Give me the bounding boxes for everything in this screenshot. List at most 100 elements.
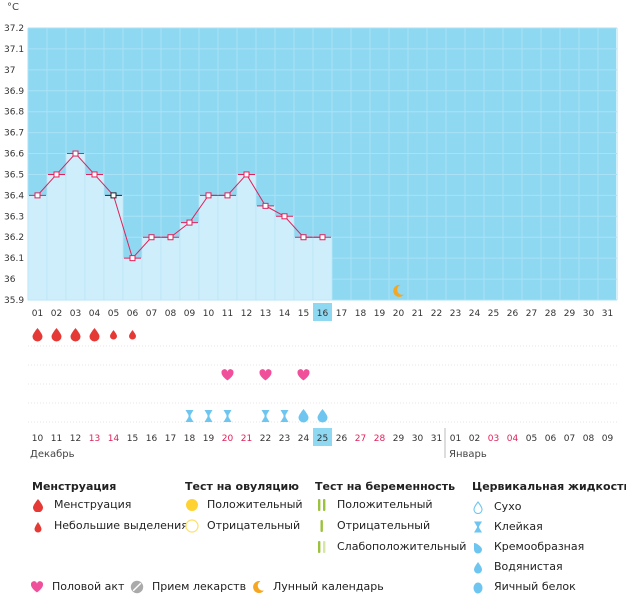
calendar-day-label: 07 xyxy=(564,434,575,444)
calendar-day-label: 30 xyxy=(412,434,424,444)
y-tick-label: 36.3 xyxy=(4,212,24,222)
calendar-day-label: 20 xyxy=(222,434,234,444)
y-tick-label: 36.9 xyxy=(4,87,24,97)
y-tick-label: 36.8 xyxy=(4,108,24,118)
cycle-day-label: 06 xyxy=(127,309,139,319)
heart-icon xyxy=(30,581,44,593)
cycle-day-label: 19 xyxy=(374,309,386,319)
weak-double-bar-icon xyxy=(318,541,326,553)
temperature-point xyxy=(148,234,155,241)
cycle-day-label: 10 xyxy=(203,309,215,319)
temperature-point xyxy=(53,171,60,178)
cycle-day-label: 15 xyxy=(298,309,309,319)
calendar-day-label: 31 xyxy=(431,434,442,444)
cycle-day-label: 31 xyxy=(602,309,613,319)
legend-title-menstruation: Менструация xyxy=(32,480,117,493)
water-drop-icon xyxy=(474,562,482,574)
legend: Менструация Менструация Небольшие выделе… xyxy=(0,470,626,595)
temperature-series-line xyxy=(37,152,323,260)
cycle-day-label: 25 xyxy=(488,309,499,319)
y-tick-label: 36 xyxy=(4,275,16,285)
y-axis-ticks: 37.2 37.1 37 36.9 36.8 36.7 36.6 36.5 36.4 36.3 36… xyxy=(4,24,24,306)
temperature-point xyxy=(91,171,98,178)
cycle-day-label: 04 xyxy=(89,309,101,319)
empty-drop-icon xyxy=(473,501,483,514)
calendar-day-label: 14 xyxy=(108,434,120,444)
y-tick-label: 36.1 xyxy=(4,254,24,264)
calendar-day-labels: 10 11 12 13 14 15 16 17 18 19 20 21 22 23 24 25 26 27 28 29… xyxy=(32,428,614,446)
cycle-day-label: 21 xyxy=(412,309,423,319)
calendar-day-label: 26 xyxy=(336,434,348,444)
heart-icon xyxy=(297,369,310,381)
cycle-day-label: 24 xyxy=(469,309,481,319)
cycle-day-label: 11 xyxy=(222,309,233,319)
temperature-point xyxy=(243,171,250,178)
cycle-day-label: 27 xyxy=(526,309,537,319)
y-tick-label: 36.4 xyxy=(4,191,24,201)
temperature-point xyxy=(110,192,117,199)
temperature-bar xyxy=(141,236,162,301)
calendar-day-label: 03 xyxy=(488,434,499,444)
temperature-point xyxy=(319,234,326,241)
y-tick-label: 35.9 xyxy=(4,296,24,306)
blood-drop-icon xyxy=(89,328,100,342)
cycle-day-label: 17 xyxy=(336,309,347,319)
temperature-point xyxy=(205,192,212,199)
water-drop-icon xyxy=(298,409,309,423)
cycle-day-label: 13 xyxy=(260,309,271,319)
temperature-bar xyxy=(46,174,67,301)
calendar-day-label: 24 xyxy=(298,434,310,444)
calendar-day-label: 15 xyxy=(127,434,138,444)
blood-drop-icon xyxy=(70,328,81,342)
cycle-day-label: 02 xyxy=(51,309,62,319)
cycle-day-label: 29 xyxy=(564,309,576,319)
temperature-bar xyxy=(160,236,181,301)
calendar-day-label: 09 xyxy=(602,434,614,444)
temperature-bar xyxy=(236,174,257,301)
heart-icon xyxy=(221,369,234,381)
calendar-day-label: 12 xyxy=(70,434,81,444)
temperature-bar xyxy=(312,236,333,301)
calendar-day-label: 13 xyxy=(89,434,100,444)
legend-title-pregnancy-test: Тест на беременность xyxy=(315,480,456,493)
cycle-day-label: 05 xyxy=(108,309,119,319)
moon-icon xyxy=(393,284,404,297)
hourglass-icon xyxy=(204,410,213,422)
cycle-day-label: 23 xyxy=(450,309,461,319)
cycle-day-label: 12 xyxy=(241,309,252,319)
cycle-day-label: 03 xyxy=(70,309,81,319)
small-blood-drop-icon xyxy=(129,330,136,340)
cycle-day-label: 18 xyxy=(355,309,367,319)
temperature-line xyxy=(37,152,323,260)
empty-circle-icon xyxy=(185,519,199,533)
cycle-day-label: 28 xyxy=(545,309,557,319)
today-highlight xyxy=(313,428,332,446)
hourglass-icon xyxy=(261,410,270,422)
small-blood-drop-icon xyxy=(34,522,42,533)
hourglass-icon xyxy=(280,410,289,422)
temperature-point xyxy=(186,219,193,226)
y-tick-label: 37 xyxy=(4,66,15,76)
cycle-day-labels: 01 02 03 04 05 06 07 08 09 10 11 12 13 14 15 16 17 18 19 20… xyxy=(32,303,613,321)
calendar-day-label: 05 xyxy=(526,434,537,444)
temperature-bar xyxy=(103,195,124,301)
calendar-day-label: 06 xyxy=(545,434,557,444)
hourglass-icon xyxy=(185,410,194,422)
calendar-day-label: 29 xyxy=(393,434,405,444)
legend-title-ovulation-test: Тест на овуляцию xyxy=(185,480,299,493)
month-label-december: Декабрь xyxy=(30,449,75,460)
hourglass-icon xyxy=(223,410,232,422)
current-day-highlight xyxy=(313,303,332,321)
temperature-point xyxy=(167,234,174,241)
single-bar-icon xyxy=(320,520,323,532)
legend-title-cervical-fluid: Цервикальная жидкость xyxy=(472,480,626,493)
hourglass-icon xyxy=(474,521,482,533)
temperature-bar xyxy=(65,153,86,301)
cycle-day-label: 22 xyxy=(431,309,442,319)
blood-drop-icon xyxy=(51,328,62,342)
calendar-day-label: 16 xyxy=(146,434,158,444)
double-bar-icon xyxy=(318,499,326,511)
cycle-day-label: 09 xyxy=(184,309,196,319)
filled-circle-icon xyxy=(186,499,198,511)
moon-marks xyxy=(393,284,404,297)
